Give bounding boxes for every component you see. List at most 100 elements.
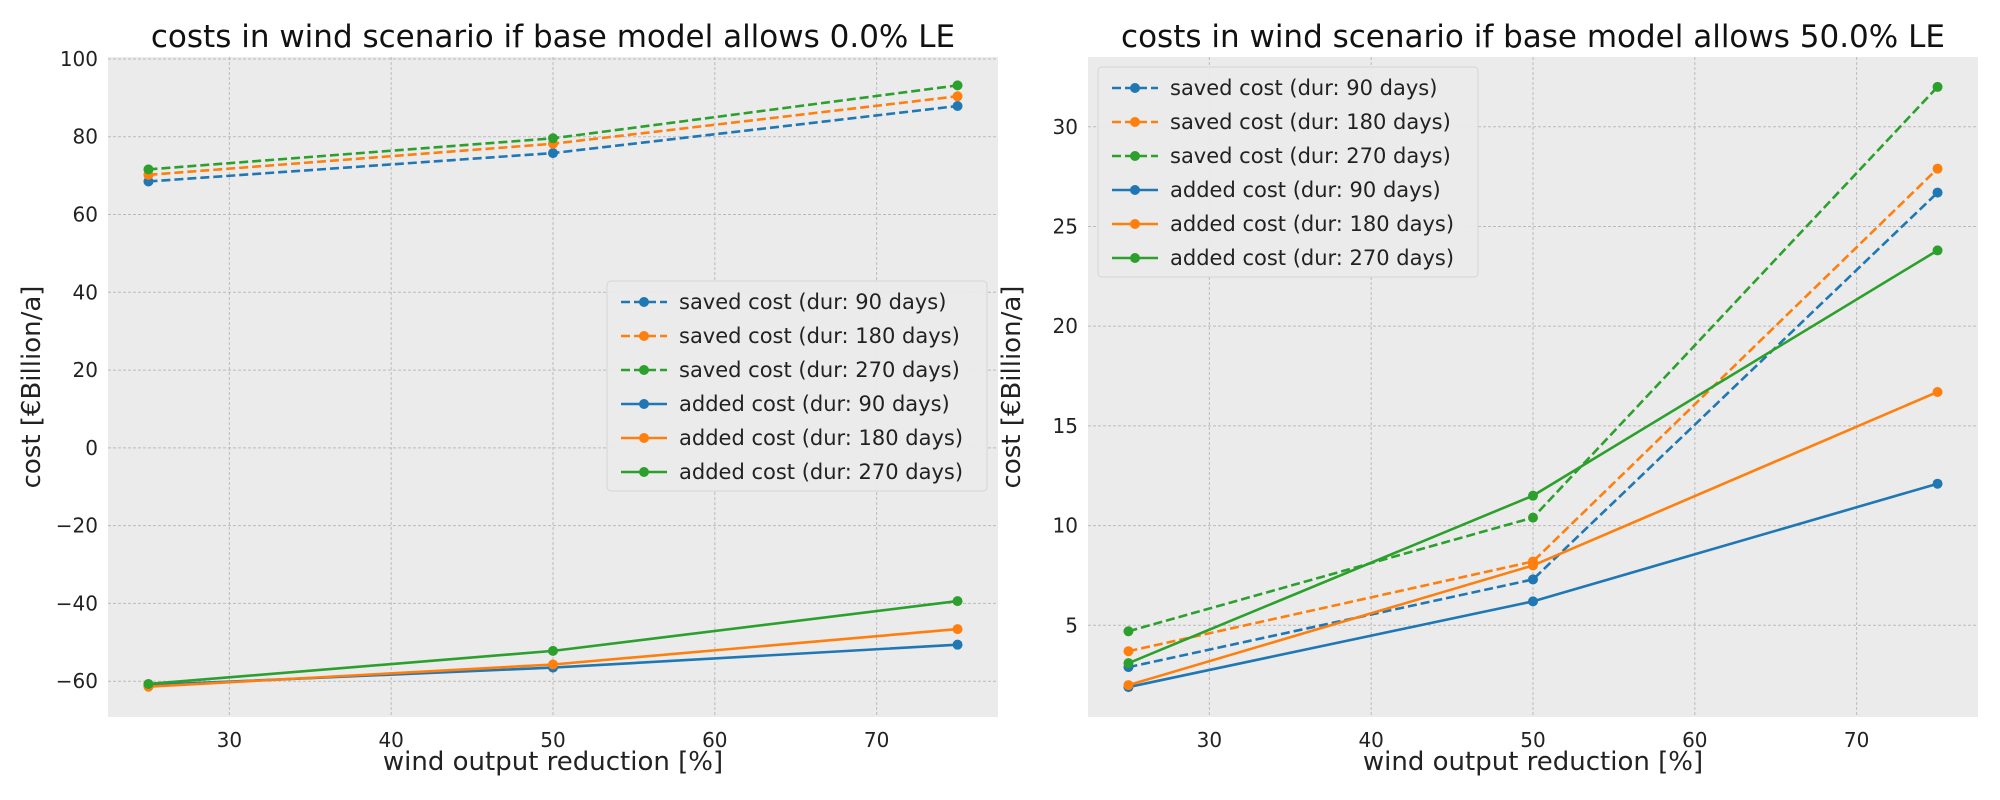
data-point xyxy=(952,101,963,112)
x-tick-label: 40 xyxy=(378,728,403,752)
legend-item: saved cost (dur: 180 days) xyxy=(621,324,960,348)
legend-label: saved cost (dur: 180 days) xyxy=(1170,110,1451,134)
legend: saved cost (dur: 90 days) saved cost (dur… xyxy=(606,280,988,492)
data-point xyxy=(1123,626,1134,637)
x-tick-label: 50 xyxy=(1520,728,1545,752)
legend-label: saved cost (dur: 90 days) xyxy=(679,290,946,314)
data-point xyxy=(1528,512,1538,523)
x-tick-label: 70 xyxy=(1844,728,1869,752)
data-point xyxy=(548,148,558,159)
data-point xyxy=(952,91,963,102)
y-tick-label: 60 xyxy=(73,203,98,227)
y-tick-label: 25 xyxy=(1053,214,1078,238)
chart-panel-2: 30 40 50 60 70 5 10 15 20 25 30 costs in wind scena… xyxy=(997,19,1978,777)
legend-item: added cost (dur: 270 days) xyxy=(621,460,963,484)
data-point xyxy=(1123,658,1134,669)
legend-label: saved cost (dur: 270 days) xyxy=(1170,144,1451,168)
data-point xyxy=(1932,245,1943,256)
legend-label: saved cost (dur: 90 days) xyxy=(1170,76,1437,100)
legend-item: added cost (dur: 90 days) xyxy=(621,392,950,416)
y-axis-label: cost [€Billion/a] xyxy=(997,286,1027,489)
data-point xyxy=(952,639,963,650)
legend-item: saved cost (dur: 90 days) xyxy=(1112,76,1437,100)
series-2 xyxy=(1123,163,1943,657)
data-point xyxy=(548,133,558,144)
data-point xyxy=(143,164,154,175)
data-point xyxy=(952,596,963,607)
y-tick-label: −20 xyxy=(56,514,98,538)
data-point xyxy=(548,659,558,670)
legend-label: added cost (dur: 90 days) xyxy=(679,392,950,416)
legend-label: added cost (dur: 270 days) xyxy=(1170,246,1454,270)
series-line xyxy=(1128,167,1939,653)
legend-swatch-marker xyxy=(639,399,649,409)
x-tick-label: 60 xyxy=(702,728,727,752)
legend-swatch-marker xyxy=(1130,151,1140,161)
legend-box xyxy=(1097,66,1479,278)
legend-item: saved cost (dur: 90 days) xyxy=(621,290,946,314)
y-tick-label: 10 xyxy=(1053,514,1078,538)
y-tick-label: −60 xyxy=(56,669,98,693)
y-tick-label: 0 xyxy=(85,436,98,460)
legend-swatch-marker xyxy=(639,467,649,477)
chart-title: costs in wind scenario if base model all… xyxy=(1121,19,1945,55)
data-point xyxy=(1932,386,1943,397)
legend-item: saved cost (dur: 270 days) xyxy=(621,358,960,382)
series-6 xyxy=(143,596,963,689)
series-3 xyxy=(143,80,963,175)
legend-item: saved cost (dur: 180 days) xyxy=(1112,110,1451,134)
data-point xyxy=(1528,490,1538,501)
data-point xyxy=(143,678,154,689)
legend-swatch-marker xyxy=(1130,185,1140,195)
legend-box xyxy=(606,280,988,492)
legend-label: saved cost (dur: 180 days) xyxy=(679,324,960,348)
data-point xyxy=(1123,680,1134,691)
legend-swatch-marker xyxy=(639,297,649,307)
legend-item: saved cost (dur: 270 days) xyxy=(1112,144,1451,168)
y-tick-label: 30 xyxy=(1053,115,1078,139)
y-axis-label: cost [€Billion/a] xyxy=(17,286,47,489)
y-tick-label: 80 xyxy=(73,125,98,149)
legend-label: added cost (dur: 180 days) xyxy=(1170,212,1454,236)
legend-swatch-marker xyxy=(639,365,649,375)
legend-item: added cost (dur: 90 days) xyxy=(1112,178,1441,202)
data-point xyxy=(952,80,963,91)
data-point xyxy=(1932,163,1943,174)
x-tick-label: 70 xyxy=(864,728,889,752)
legend-item: added cost (dur: 270 days) xyxy=(1112,246,1454,270)
series-3 xyxy=(1123,81,1943,637)
series-5 xyxy=(1123,386,1943,691)
legend: saved cost (dur: 90 days) saved cost (dur… xyxy=(1097,66,1479,278)
legend-label: added cost (dur: 180 days) xyxy=(679,426,963,450)
data-point xyxy=(1932,478,1943,489)
x-tick-label: 60 xyxy=(1682,728,1707,752)
x-tick-label: 30 xyxy=(1197,728,1222,752)
y-tick-label: 5 xyxy=(1065,613,1078,637)
data-point xyxy=(548,645,558,656)
data-point xyxy=(1932,187,1943,198)
legend-swatch-marker xyxy=(639,331,649,341)
chart-title: costs in wind scenario if base model all… xyxy=(151,19,955,55)
data-point xyxy=(1123,646,1134,657)
y-tick-label: 20 xyxy=(1053,314,1078,338)
y-tick-label: 40 xyxy=(73,280,98,304)
data-point xyxy=(1932,81,1943,92)
legend-swatch-marker xyxy=(1130,219,1140,229)
chart-panel-1: 30 40 50 60 70 −60 −40 −20 0 20 40 60 80 100 costs in … xyxy=(17,19,998,777)
data-point xyxy=(1528,574,1538,585)
x-tick-label: 40 xyxy=(1358,728,1383,752)
data-point xyxy=(1528,560,1538,571)
data-point xyxy=(1528,596,1538,607)
legend-swatch-marker xyxy=(1130,253,1140,263)
data-point xyxy=(952,624,963,635)
x-tick-label: 50 xyxy=(540,728,565,752)
series-6 xyxy=(1123,245,1943,669)
x-tick-label: 30 xyxy=(217,728,242,752)
legend-swatch-marker xyxy=(639,433,649,443)
legend-item: added cost (dur: 180 days) xyxy=(1112,212,1454,236)
legend-label: saved cost (dur: 270 days) xyxy=(679,358,960,382)
legend-label: added cost (dur: 270 days) xyxy=(679,460,963,484)
legend-swatch-marker xyxy=(1130,83,1140,93)
x-axis-label: wind output reduction [%] xyxy=(383,747,723,777)
